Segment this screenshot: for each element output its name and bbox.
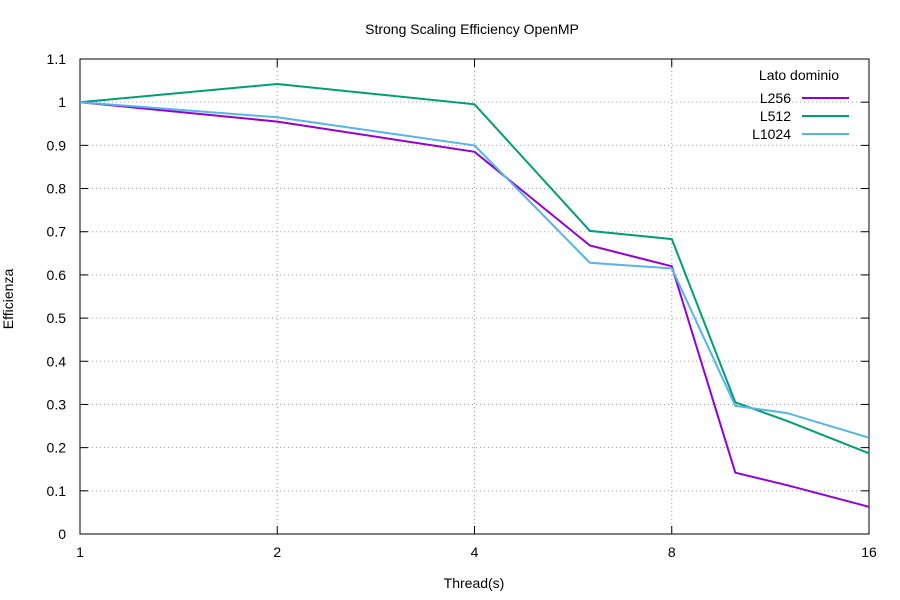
x-tick-label: 8 [668, 544, 676, 560]
y-tick-label: 0.9 [47, 137, 67, 153]
y-tick-label: 0.3 [47, 396, 67, 412]
legend-label-l1024: L1024 [752, 126, 791, 142]
chart-title: Strong Scaling Efficiency OpenMP [365, 21, 579, 37]
y-axis-label: Efficienza [0, 269, 16, 330]
legend-title: Lato dominio [759, 67, 839, 83]
x-tick-label: 4 [471, 544, 479, 560]
y-tick-label: 0.1 [47, 483, 67, 499]
y-axis-ticks: 0 0.1 0.2 0.3 0.4 0.5 0.6 0.7 0.8 0.9 1 1.1 [47, 51, 869, 542]
series-lines [79, 82, 870, 508]
x-axis-ticks: 1 2 4 8 16 [76, 59, 877, 560]
y-tick-label: 0.8 [47, 181, 67, 197]
x-tick-label: 1 [76, 544, 84, 560]
legend-label-l256: L256 [760, 90, 791, 106]
plot-frame [79, 58, 870, 535]
series-line-l256 [79, 101, 870, 508]
y-tick-label: 0.5 [47, 310, 67, 326]
y-tick-label: 0.4 [47, 353, 67, 369]
y-tick-label: 0.2 [47, 440, 67, 456]
legend-label-l512: L512 [760, 108, 791, 124]
series-line-l1024 [79, 101, 870, 439]
x-tick-label: 2 [273, 544, 281, 560]
grid [80, 59, 869, 534]
series-line-l512 [79, 82, 870, 455]
y-tick-label: 0.7 [47, 224, 67, 240]
y-tick-label: 0 [58, 526, 66, 542]
y-tick-label: 1 [58, 94, 66, 110]
legend: Lato dominio L256 L512 L1024 [752, 67, 849, 142]
y-tick-label: 0.6 [47, 267, 67, 283]
x-tick-label: 16 [861, 544, 877, 560]
y-tick-label: 1.1 [47, 51, 67, 67]
x-axis-label: Thread(s) [444, 575, 505, 591]
